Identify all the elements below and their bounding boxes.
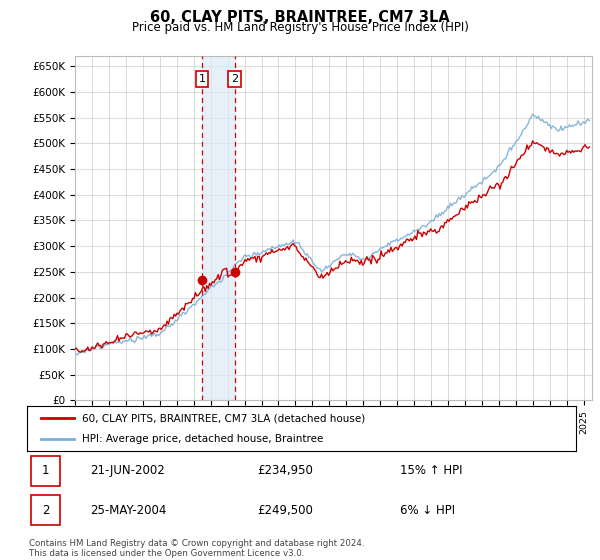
- Text: 60, CLAY PITS, BRAINTREE, CM7 3LA: 60, CLAY PITS, BRAINTREE, CM7 3LA: [150, 10, 450, 25]
- Text: 25-MAY-2004: 25-MAY-2004: [90, 503, 167, 516]
- Text: 1: 1: [199, 74, 206, 84]
- Text: £234,950: £234,950: [257, 464, 313, 477]
- Text: 15% ↑ HPI: 15% ↑ HPI: [400, 464, 463, 477]
- Text: 21-JUN-2002: 21-JUN-2002: [90, 464, 165, 477]
- Text: £249,500: £249,500: [257, 503, 313, 516]
- Text: 60, CLAY PITS, BRAINTREE, CM7 3LA (detached house): 60, CLAY PITS, BRAINTREE, CM7 3LA (detac…: [82, 413, 365, 423]
- Text: 2: 2: [231, 74, 238, 84]
- FancyBboxPatch shape: [31, 495, 60, 525]
- Text: Contains HM Land Registry data © Crown copyright and database right 2024.
This d: Contains HM Land Registry data © Crown c…: [29, 539, 364, 558]
- Bar: [202, 56, 235, 400]
- Text: HPI: Average price, detached house, Braintree: HPI: Average price, detached house, Brai…: [82, 433, 323, 444]
- Text: 2: 2: [42, 503, 49, 516]
- Text: Price paid vs. HM Land Registry's House Price Index (HPI): Price paid vs. HM Land Registry's House …: [131, 21, 469, 34]
- Text: 1: 1: [42, 464, 49, 477]
- FancyBboxPatch shape: [31, 456, 60, 486]
- Text: 6% ↓ HPI: 6% ↓ HPI: [400, 503, 455, 516]
